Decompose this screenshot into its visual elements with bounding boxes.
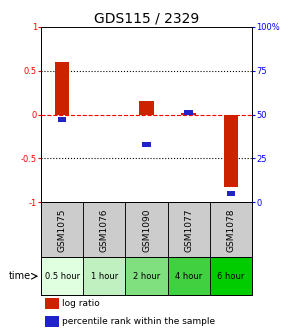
Bar: [125, 257, 168, 295]
Text: GSM1078: GSM1078: [226, 208, 235, 252]
Bar: [83, 202, 125, 257]
Bar: [83, 257, 125, 295]
Bar: [125, 202, 168, 257]
Bar: [181, 113, 196, 115]
Bar: [210, 202, 252, 257]
Bar: [142, 142, 151, 147]
Title: GDS115 / 2329: GDS115 / 2329: [94, 12, 199, 26]
Text: GSM1075: GSM1075: [58, 208, 67, 252]
Bar: [168, 202, 210, 257]
Text: GSM1076: GSM1076: [100, 208, 109, 252]
Bar: [227, 191, 235, 196]
Text: 1 hour: 1 hour: [91, 272, 118, 281]
Bar: [210, 257, 252, 295]
Bar: [224, 115, 238, 186]
Bar: [45, 298, 59, 309]
Bar: [45, 316, 59, 327]
Bar: [41, 202, 83, 257]
Text: GSM1090: GSM1090: [142, 208, 151, 252]
Bar: [55, 62, 69, 115]
Text: log ratio: log ratio: [62, 299, 100, 308]
Bar: [168, 257, 210, 295]
Text: 0.5 hour: 0.5 hour: [45, 272, 80, 281]
Bar: [58, 117, 66, 123]
Text: 6 hour: 6 hour: [217, 272, 245, 281]
Text: percentile rank within the sample: percentile rank within the sample: [62, 317, 215, 326]
Text: 4 hour: 4 hour: [175, 272, 202, 281]
Bar: [139, 101, 154, 115]
Text: GSM1077: GSM1077: [184, 208, 193, 252]
Text: 2 hour: 2 hour: [133, 272, 160, 281]
Bar: [185, 110, 193, 116]
Bar: [41, 257, 83, 295]
Text: time: time: [8, 271, 30, 281]
